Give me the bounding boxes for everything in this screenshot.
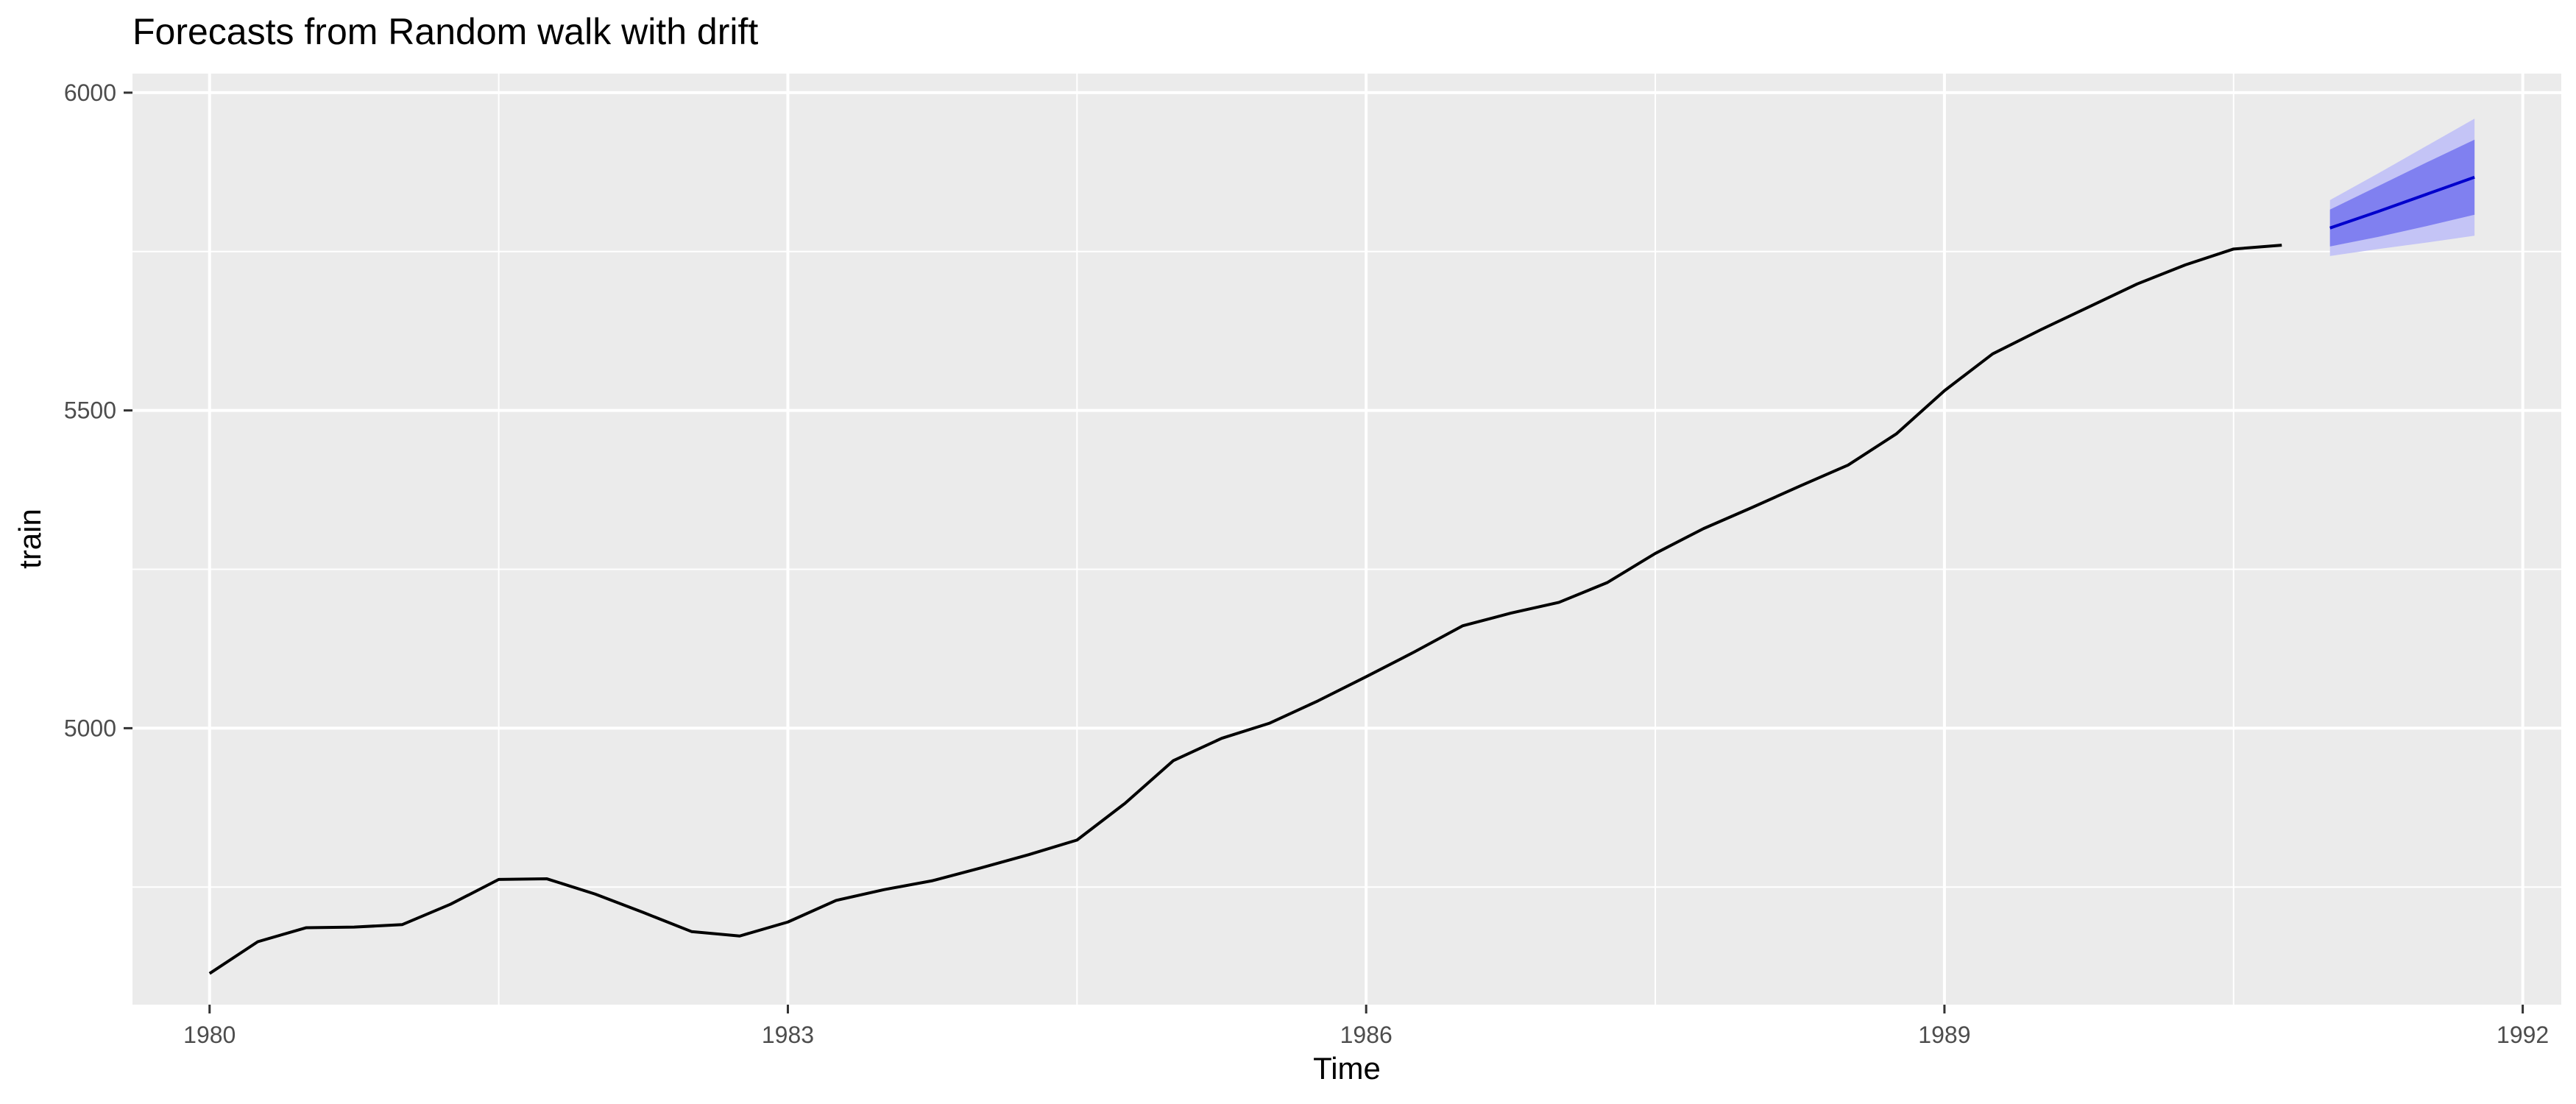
major-gridlines	[132, 74, 2561, 1005]
series-lines	[208, 175, 2475, 975]
y-tick-label: 6000	[64, 79, 116, 106]
plot-panel	[132, 74, 2561, 1005]
y-axis-title: train	[13, 509, 47, 569]
band-80	[2329, 139, 2475, 247]
x-tick-label: 1983	[762, 1022, 814, 1048]
x-axis-title: Time	[1313, 1051, 1381, 1086]
history-line	[208, 244, 2282, 975]
y-tick-label: 5500	[64, 397, 116, 424]
y-axis: 5000 5500 6000	[64, 79, 132, 741]
x-tick-label: 1980	[183, 1022, 236, 1048]
x-axis: 1980 1983 1986 1989 1992	[183, 1005, 2549, 1048]
chart-title: Forecasts from Random walk with drift	[132, 11, 758, 52]
x-tick-label: 1992	[2497, 1022, 2549, 1048]
y-tick-label: 5000	[64, 715, 116, 741]
forecast-line	[2329, 175, 2475, 230]
prediction-intervals	[2329, 118, 2475, 256]
x-tick-label: 1989	[1918, 1022, 1970, 1048]
minor-gridlines	[132, 74, 2561, 1005]
x-tick-label: 1986	[1340, 1022, 1393, 1048]
